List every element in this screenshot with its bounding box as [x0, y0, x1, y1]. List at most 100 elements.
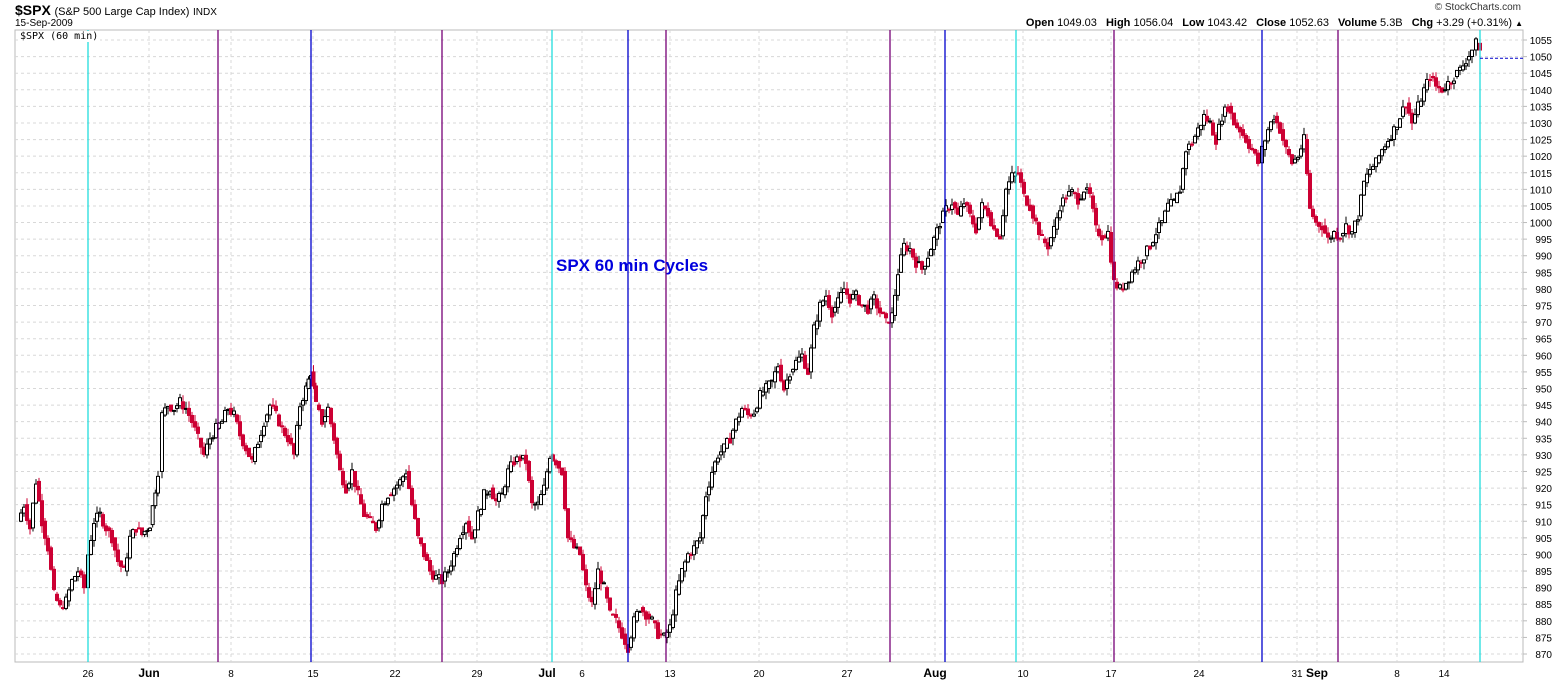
candle-down	[101, 514, 105, 527]
candle-up	[935, 227, 939, 240]
chart-date: 15-Sep-2009	[15, 18, 73, 29]
candle-down	[134, 529, 138, 533]
candle-up	[1299, 148, 1303, 157]
candle-up	[1196, 127, 1200, 137]
candle-up	[542, 484, 546, 496]
y-tick-label: 935	[1535, 434, 1552, 445]
candle-up	[1166, 202, 1170, 212]
candle-down	[491, 487, 495, 500]
chg-label: Chg	[1411, 17, 1434, 29]
candle-up	[758, 390, 762, 409]
x-tick-label: Aug	[923, 666, 946, 680]
candle-down	[1088, 187, 1092, 195]
candle-down	[518, 456, 522, 462]
candle-up	[1356, 219, 1360, 222]
candle-up	[1353, 220, 1357, 234]
candle-up	[896, 274, 900, 296]
candle-down	[986, 207, 990, 217]
y-tick-label: 1025	[1530, 136, 1553, 147]
candle-down	[365, 514, 369, 518]
candle-up	[455, 548, 459, 555]
candle-up	[893, 294, 897, 316]
candle-up	[256, 443, 260, 449]
candle-up	[713, 461, 717, 472]
candle-down	[314, 385, 318, 402]
candle-up	[1061, 197, 1065, 207]
x-tick-label: 22	[389, 669, 401, 680]
candle-up	[785, 379, 789, 389]
candle-down	[241, 434, 245, 447]
y-tick-label: 1015	[1530, 169, 1553, 180]
candle-up	[95, 512, 99, 522]
y-tick-label: 940	[1535, 418, 1552, 429]
candle-up	[977, 217, 981, 230]
candle-down	[992, 225, 996, 230]
candle-up	[716, 457, 720, 463]
candle-up	[674, 589, 678, 616]
candle-up	[602, 582, 606, 585]
candle-down	[1232, 112, 1236, 126]
candle-up	[1151, 242, 1155, 247]
volume-label: Volume	[1338, 17, 1377, 29]
candle-up	[1446, 81, 1450, 91]
y-tick-label: 1030	[1530, 119, 1553, 130]
candle-up	[1157, 222, 1161, 234]
candle-up	[156, 475, 160, 494]
candle-up	[1474, 38, 1478, 51]
candle-down	[1247, 139, 1251, 149]
x-tick-label: 13	[664, 669, 676, 680]
candle-up	[707, 486, 711, 496]
candle-up	[650, 616, 654, 620]
candle-up	[767, 380, 771, 389]
candle-up	[1293, 158, 1297, 164]
candle-up	[680, 568, 684, 582]
candle-down	[1211, 122, 1215, 136]
candle-down	[1434, 77, 1438, 87]
candle-down	[410, 487, 414, 506]
candle-down	[569, 537, 573, 540]
candle-up	[482, 489, 486, 510]
candle-up	[401, 476, 405, 482]
candle-up	[938, 225, 942, 229]
candle-up	[1067, 191, 1071, 197]
candle-up	[926, 257, 930, 267]
y-tick-label: 920	[1535, 484, 1552, 495]
candle-up	[458, 538, 462, 550]
candle-up	[1154, 234, 1158, 244]
x-tick-label: 24	[1193, 669, 1205, 680]
y-tick-label: 890	[1535, 584, 1552, 595]
candle-up	[503, 486, 507, 496]
candle-down	[317, 404, 321, 411]
candle-up	[818, 301, 822, 322]
candle-up	[163, 407, 167, 416]
x-tick-label: 27	[841, 669, 853, 680]
y-tick-label: 925	[1535, 467, 1552, 478]
x-tick-label: 26	[82, 669, 94, 680]
candle-down	[1235, 122, 1239, 129]
candle-up	[854, 290, 858, 296]
candle-up	[632, 616, 636, 639]
y-tick-label: 1055	[1530, 36, 1553, 47]
candle-up	[734, 418, 738, 431]
candle-down	[359, 494, 363, 505]
candle-up	[671, 614, 675, 628]
candle-up	[959, 206, 963, 217]
candle-up	[148, 527, 152, 532]
candle-up	[692, 545, 696, 556]
candle-up	[142, 530, 147, 536]
candle-up	[1055, 217, 1059, 230]
x-tick-label: Jun	[138, 666, 159, 680]
y-tick-label: 870	[1535, 650, 1552, 661]
candle-down	[608, 597, 612, 611]
candle-down	[1244, 134, 1248, 143]
candle-down	[289, 437, 293, 445]
candle-down	[271, 404, 275, 407]
y-tick-label: 985	[1535, 268, 1552, 279]
candle-up	[1124, 282, 1128, 290]
candle-down	[968, 204, 972, 214]
candle-up	[67, 589, 71, 602]
candle-up	[1127, 281, 1131, 284]
candle-down	[983, 205, 987, 209]
y-tick-label: 1045	[1530, 69, 1553, 80]
